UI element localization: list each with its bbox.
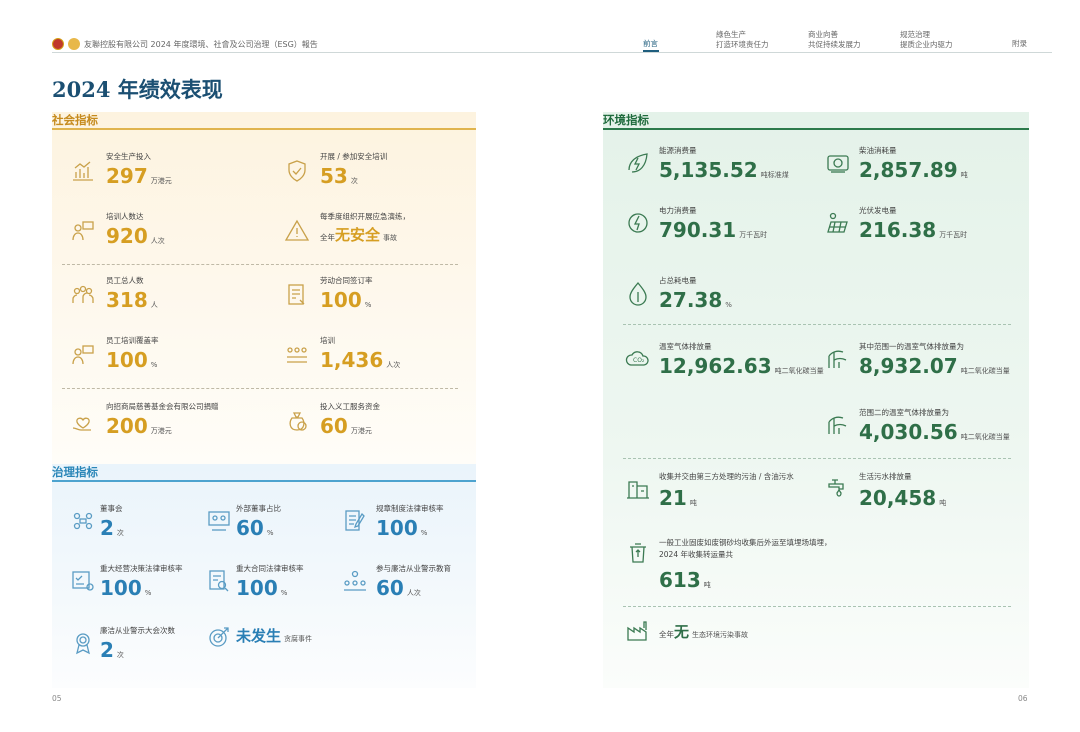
heart-hand-icon bbox=[70, 408, 96, 434]
metric-no-pollution: 全年无 生态环境污染事故 bbox=[625, 618, 885, 648]
lecture-icon bbox=[342, 568, 368, 594]
divider bbox=[623, 324, 1011, 325]
metric-integrity-education: 参与廉洁从业警示教育 60 人次 bbox=[342, 564, 476, 608]
company-logo-icon bbox=[68, 38, 80, 50]
environmental-indicators-section: 环境指标 能源消费量 5,135.52 吨标准煤 柴油消耗量 2,857.89 吨 … bbox=[603, 112, 1029, 688]
metric-contract-rate: 劳动合同签订率 100% bbox=[284, 276, 474, 322]
nav-item-preface[interactable]: 前言 bbox=[643, 39, 658, 48]
metric-diesel-consumption: 柴油消耗量 2,857.89 吨 bbox=[825, 146, 1025, 190]
divider bbox=[623, 458, 1011, 459]
faucet-icon bbox=[825, 476, 851, 502]
header-divider bbox=[52, 52, 1052, 53]
factory-smoke-icon bbox=[825, 412, 851, 438]
document-pen-icon bbox=[342, 508, 368, 534]
metric-safety-investment: 安全生产投入 297 万港元 bbox=[70, 152, 260, 198]
contract-search-icon bbox=[206, 568, 232, 594]
page-title: 2024 年绩效表现 bbox=[52, 77, 223, 102]
page-number-left: 05 bbox=[52, 694, 62, 703]
oil-tank-icon bbox=[625, 476, 651, 502]
trainer-icon bbox=[70, 342, 96, 368]
metric-external-directors: 外部董事占比 60% bbox=[206, 504, 336, 548]
nav-item-business[interactable]: 商业向善 共促持续发展力 bbox=[808, 30, 861, 49]
metric-training-coverage: 员工培训覆盖率 100% bbox=[70, 336, 260, 382]
energy-leaf-icon bbox=[625, 150, 651, 176]
metric-donation: 向招商局慈善基金会有限公司捐赠 200 万港元 bbox=[70, 402, 270, 448]
social-indicators-section: 社会指标 安全生产投入 297 万港元 开展 / 参加安全培训 53 次 培训人数达… bbox=[52, 112, 476, 464]
trainer-icon bbox=[70, 218, 96, 244]
metric-sewage-discharge: 生活污水排放量 20,458 吨 bbox=[825, 472, 1025, 516]
metric-contract-review: 重大合同法律审核率 100% bbox=[206, 564, 340, 608]
classroom-icon bbox=[284, 342, 310, 368]
divider bbox=[62, 388, 458, 389]
recycle-bin-icon bbox=[625, 540, 651, 566]
metric-energy-consumption: 能源消费量 5,135.52 吨标准煤 bbox=[625, 146, 815, 190]
divider bbox=[623, 606, 1011, 607]
metric-ghg-emissions: CO₂ 温室气体排放量 12,962.63 吨二氧化碳当量 bbox=[625, 342, 825, 386]
leaf-drop-icon bbox=[625, 280, 651, 306]
metric-trainees: 培训人数达 920 人次 bbox=[70, 212, 260, 258]
metric-regulation-review: 规章制度法律审核率 100% bbox=[342, 504, 476, 548]
meeting-icon bbox=[70, 508, 96, 534]
contract-icon bbox=[284, 282, 310, 308]
metric-pv-generation: 光伏发电量 216.38 万千瓦时 bbox=[825, 206, 1025, 250]
metric-total-employees: 员工总人数 318 人 bbox=[70, 276, 260, 322]
nav-item-governance[interactable]: 规范治理 提质企业内驱力 bbox=[900, 30, 953, 49]
metric-emergency-drill: 每季度组织开展应急演练， 全年无安全 事故 bbox=[284, 212, 474, 258]
metric-solid-waste: 一般工业固废如废钢砂均收集后外运至填埋场填埋， 2024 年收集转运量共 613… bbox=[625, 538, 985, 596]
metric-scope1-emissions: 其中范围一的温室气体排放量为 8,932.07 吨二氧化碳当量 bbox=[825, 342, 1029, 386]
people-group-icon bbox=[70, 282, 96, 308]
solar-panel-icon bbox=[825, 210, 851, 236]
metric-scope2-emissions: 范围二的温室气体排放量为 4,030.56 吨二氧化碳当量 bbox=[825, 408, 1029, 452]
doc-title: 友聯控股有限公司 2024 年度環境、社會及公司治理（ESG）報告 bbox=[52, 38, 318, 50]
factory-smoke-icon bbox=[825, 346, 851, 372]
metric-volunteer-fund: 投入义工服务资金 60 万港元 bbox=[284, 402, 474, 448]
award-medal-icon bbox=[70, 630, 96, 656]
nav-active-indicator bbox=[643, 50, 659, 53]
checklist-icon bbox=[70, 568, 96, 594]
electric-cycle-icon bbox=[625, 210, 651, 236]
section-heading-social: 社会指标 bbox=[52, 112, 476, 130]
metric-no-corruption: 未发生 贪腐事件 bbox=[206, 624, 366, 660]
metric-electricity-consumption: 电力消费量 790.31 万千瓦时 bbox=[625, 206, 815, 250]
metric-oily-water: 收集并交由第三方处理的污油 / 含油污水 21 吨 bbox=[625, 472, 825, 516]
co2-cloud-icon: CO₂ bbox=[625, 346, 651, 372]
generator-icon bbox=[825, 150, 851, 176]
bar-chart-icon bbox=[70, 158, 96, 184]
page-number-right: 06 bbox=[1018, 694, 1028, 703]
svg-text:CO₂: CO₂ bbox=[633, 357, 645, 364]
target-icon bbox=[206, 624, 232, 650]
divider bbox=[62, 264, 458, 265]
national-emblem-icon bbox=[52, 38, 64, 50]
metric-training-persons: 培训 1,436 人次 bbox=[284, 336, 474, 382]
nav-item-appendix[interactable]: 附录 bbox=[1012, 39, 1027, 48]
section-heading-environment: 环境指标 bbox=[603, 112, 1029, 130]
metric-pv-share: 占总耗电量 27.38% bbox=[625, 276, 815, 320]
shield-check-icon bbox=[284, 158, 310, 184]
metric-safety-training: 开展 / 参加安全培训 53 次 bbox=[284, 152, 474, 198]
metric-decision-review: 重大经营决策法律审核率 100% bbox=[70, 564, 204, 608]
page-header: 友聯控股有限公司 2024 年度環境、社會及公司治理（ESG）報告 前言 綠色生… bbox=[0, 0, 1080, 56]
factory-icon bbox=[625, 618, 651, 644]
nav-item-green-production[interactable]: 綠色生产 打造环境责任力 bbox=[716, 30, 769, 49]
section-heading-governance: 治理指标 bbox=[52, 464, 476, 482]
warning-icon bbox=[284, 218, 310, 244]
board-icon bbox=[206, 508, 232, 534]
money-bag-icon bbox=[284, 408, 310, 434]
